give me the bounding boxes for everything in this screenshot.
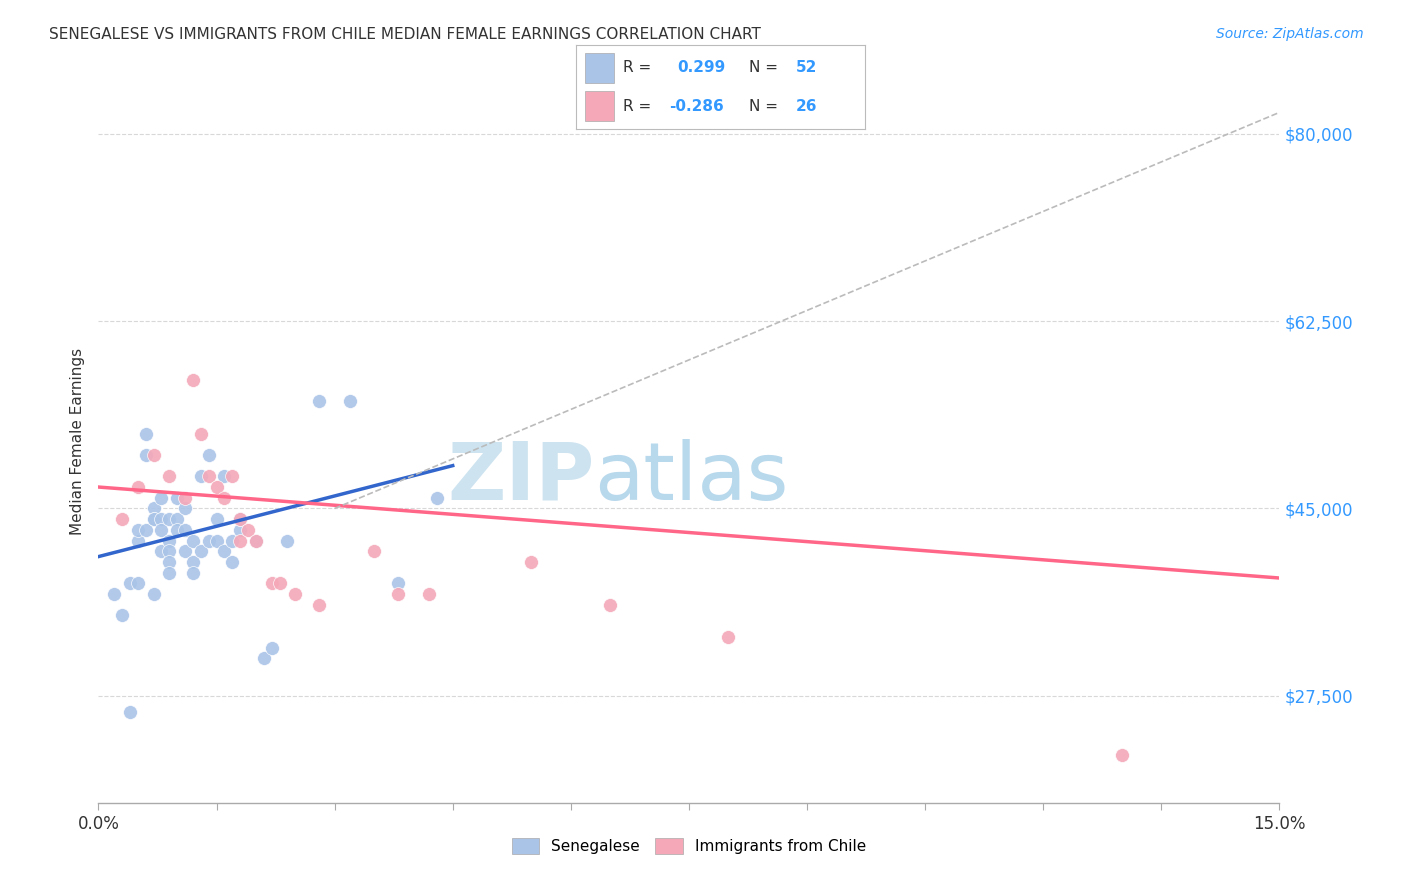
Point xyxy=(157,469,180,483)
Point xyxy=(103,587,125,601)
Point xyxy=(253,651,276,665)
Point xyxy=(205,512,228,526)
Point xyxy=(284,587,307,601)
Point xyxy=(174,523,197,537)
Point xyxy=(214,544,236,558)
Point xyxy=(127,523,149,537)
Point xyxy=(150,544,173,558)
Point xyxy=(276,533,298,548)
Point xyxy=(1111,747,1133,762)
Text: Source: ZipAtlas.com: Source: ZipAtlas.com xyxy=(1216,27,1364,41)
Text: -0.286: -0.286 xyxy=(669,99,724,114)
Point xyxy=(197,533,219,548)
Point xyxy=(174,544,197,558)
Point xyxy=(142,448,165,462)
Point xyxy=(142,512,165,526)
Point xyxy=(181,533,204,548)
Point xyxy=(142,587,165,601)
Point xyxy=(181,373,204,387)
Text: N =: N = xyxy=(749,99,779,114)
Point xyxy=(190,469,212,483)
Point xyxy=(214,469,236,483)
Point xyxy=(157,566,180,580)
Bar xyxy=(585,54,614,83)
Point xyxy=(157,555,180,569)
Point xyxy=(150,523,173,537)
Point xyxy=(118,576,141,591)
Point xyxy=(157,544,180,558)
Text: R =: R = xyxy=(623,60,651,75)
Point xyxy=(205,480,228,494)
Text: N =: N = xyxy=(749,60,779,75)
Point xyxy=(426,491,449,505)
Point xyxy=(142,501,165,516)
Point xyxy=(127,576,149,591)
Point xyxy=(190,544,212,558)
Point xyxy=(308,598,330,612)
Point xyxy=(150,512,173,526)
Text: 0.299: 0.299 xyxy=(678,60,725,75)
Point xyxy=(520,555,543,569)
Point xyxy=(339,394,361,409)
Bar xyxy=(585,91,614,120)
Point xyxy=(135,523,157,537)
Point xyxy=(229,512,252,526)
Point xyxy=(269,576,291,591)
Point xyxy=(229,533,252,548)
Y-axis label: Median Female Earnings: Median Female Earnings xyxy=(69,348,84,535)
Text: 52: 52 xyxy=(796,60,817,75)
Point xyxy=(260,576,283,591)
Point xyxy=(418,587,440,601)
Point xyxy=(236,523,259,537)
Point xyxy=(150,491,173,505)
Point xyxy=(127,480,149,494)
Point xyxy=(260,640,283,655)
Point xyxy=(111,608,134,623)
Point xyxy=(221,555,243,569)
Point xyxy=(387,587,409,601)
Text: 26: 26 xyxy=(796,99,817,114)
Point xyxy=(181,566,204,580)
Point xyxy=(308,394,330,409)
Point xyxy=(181,555,204,569)
Point xyxy=(599,598,621,612)
Point xyxy=(717,630,740,644)
Point xyxy=(157,533,180,548)
Point xyxy=(135,426,157,441)
Text: SENEGALESE VS IMMIGRANTS FROM CHILE MEDIAN FEMALE EARNINGS CORRELATION CHART: SENEGALESE VS IMMIGRANTS FROM CHILE MEDI… xyxy=(49,27,761,42)
Point xyxy=(387,576,409,591)
Point xyxy=(229,523,252,537)
Text: R =: R = xyxy=(623,99,651,114)
Point xyxy=(157,512,180,526)
Text: atlas: atlas xyxy=(595,439,789,516)
Point xyxy=(166,512,188,526)
Point xyxy=(127,533,149,548)
Point xyxy=(174,501,197,516)
Point xyxy=(205,533,228,548)
Point xyxy=(166,491,188,505)
Point xyxy=(142,512,165,526)
Text: ZIP: ZIP xyxy=(447,439,595,516)
Point xyxy=(221,469,243,483)
Point xyxy=(166,523,188,537)
Point xyxy=(221,533,243,548)
Point xyxy=(363,544,385,558)
Point xyxy=(111,512,134,526)
Legend: Senegalese, Immigrants from Chile: Senegalese, Immigrants from Chile xyxy=(506,832,872,860)
Point xyxy=(174,491,197,505)
Point xyxy=(118,705,141,719)
Point xyxy=(197,448,219,462)
Point xyxy=(245,533,267,548)
Point xyxy=(229,512,252,526)
Point xyxy=(214,491,236,505)
Point xyxy=(197,469,219,483)
Point xyxy=(245,533,267,548)
Point xyxy=(190,426,212,441)
Point xyxy=(135,448,157,462)
